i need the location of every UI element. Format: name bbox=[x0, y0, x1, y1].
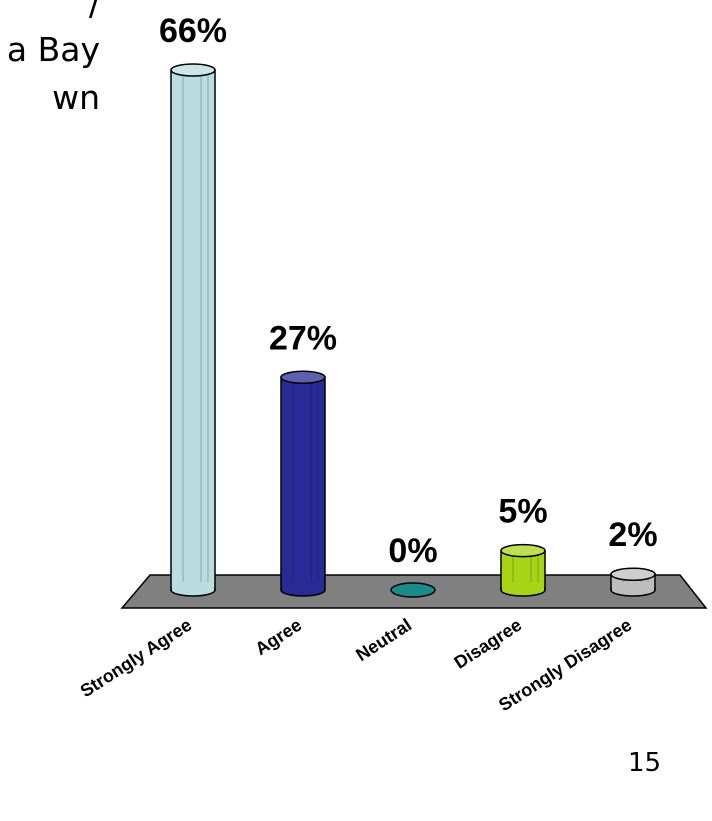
value-label-group: 66% 27% 0% 5% 2% bbox=[159, 12, 658, 570]
bar-top bbox=[280, 370, 326, 385]
bar-strongly-agree bbox=[170, 63, 216, 597]
bar-strongly-disagree bbox=[610, 567, 656, 597]
slide-text-line-3: wn bbox=[52, 78, 100, 117]
value-label-disagree: 5% bbox=[498, 493, 547, 531]
bar-agree bbox=[280, 370, 326, 597]
bar-top bbox=[610, 567, 656, 581]
category-label-neutral: Neutral bbox=[352, 615, 415, 666]
category-label-disagree: Disagree bbox=[451, 615, 526, 673]
bar-top bbox=[500, 543, 546, 558]
value-label-strongly-agree: 66% bbox=[159, 12, 227, 50]
bar-top bbox=[170, 63, 216, 77]
category-label-strongly-agree: Strongly Agree bbox=[77, 615, 196, 702]
bar-base-cover bbox=[502, 582, 544, 590]
slide-text-line-1: / bbox=[88, 0, 100, 23]
bar-disagree bbox=[500, 543, 546, 597]
bar-base-cover bbox=[282, 582, 324, 590]
value-label-agree: 27% bbox=[269, 319, 337, 357]
bar-base-cover bbox=[172, 582, 214, 590]
category-label-agree: Agree bbox=[251, 615, 305, 660]
bar-group bbox=[170, 63, 656, 598]
bar-base-cover bbox=[612, 582, 654, 590]
bar-neutral bbox=[390, 582, 436, 598]
page-number: 15 bbox=[628, 748, 662, 778]
category-label-group: Strongly Agree Agree Neutral DisagreeStrong… bbox=[77, 615, 636, 716]
value-label-strongly-disagree: 2% bbox=[608, 516, 657, 554]
slide-text-line-2: a Bay bbox=[6, 30, 100, 69]
value-label-neutral: 0% bbox=[388, 532, 437, 570]
bar-zero-disc bbox=[390, 582, 436, 598]
